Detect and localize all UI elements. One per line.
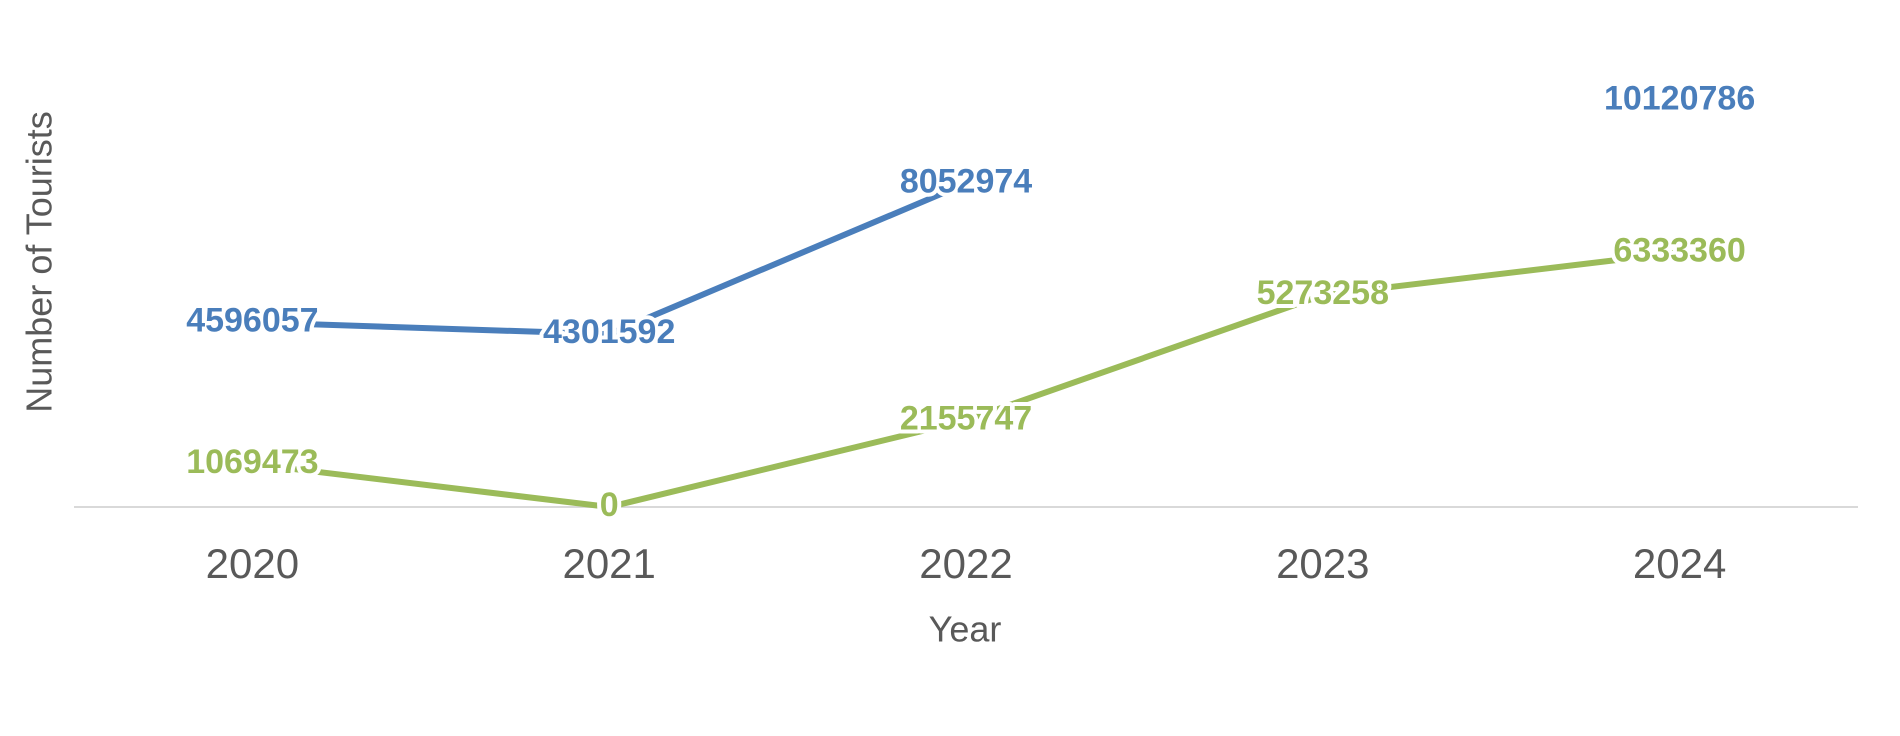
data-label: 1069473 (186, 443, 318, 481)
data-label: 6333360 (1613, 231, 1745, 269)
data-label: 0 (600, 486, 619, 524)
x-tick-label: 2021 (562, 540, 655, 587)
x-tick-label: 2024 (1633, 540, 1726, 587)
x-tick-label: 2020 (206, 540, 299, 587)
series-line (252, 180, 968, 338)
x-tick-label: 2022 (919, 540, 1012, 587)
data-label: 4596057 (186, 301, 318, 339)
data-label: 5273258 (1257, 274, 1389, 312)
y-axis-title: Number of Tourists (19, 111, 60, 412)
data-label: 4301592 (543, 313, 675, 351)
data-label: 10120786 (1604, 79, 1755, 117)
x-axis-title: Year (929, 609, 1002, 650)
data-label: 2155747 (900, 399, 1032, 437)
series-line (252, 249, 1680, 511)
x-tick-label: 2023 (1276, 540, 1369, 587)
data-label: 8052974 (900, 162, 1032, 200)
